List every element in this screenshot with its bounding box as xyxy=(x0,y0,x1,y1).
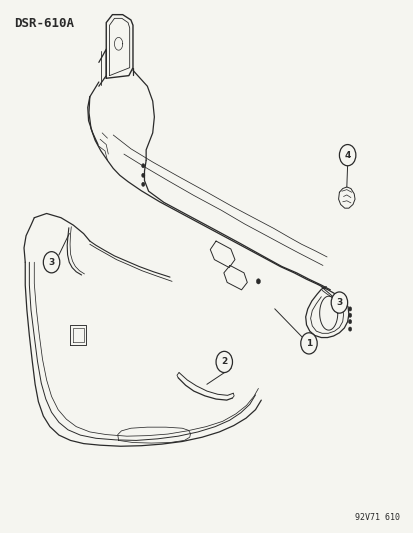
Text: 2: 2 xyxy=(221,358,227,367)
Text: 1: 1 xyxy=(305,339,311,348)
Circle shape xyxy=(216,351,232,373)
Circle shape xyxy=(348,319,351,324)
Circle shape xyxy=(339,144,355,166)
Circle shape xyxy=(348,307,351,311)
Text: 4: 4 xyxy=(344,151,350,160)
Circle shape xyxy=(141,173,145,177)
Text: 3: 3 xyxy=(335,298,342,307)
Text: DSR-610A: DSR-610A xyxy=(14,17,74,30)
Circle shape xyxy=(141,164,145,168)
Circle shape xyxy=(348,313,351,317)
Circle shape xyxy=(348,327,351,331)
Text: 92V71 610: 92V71 610 xyxy=(354,513,399,522)
Circle shape xyxy=(141,182,145,187)
Text: 3: 3 xyxy=(48,258,55,266)
Circle shape xyxy=(256,279,260,284)
Circle shape xyxy=(43,252,59,273)
Circle shape xyxy=(300,333,316,354)
Circle shape xyxy=(330,292,347,313)
